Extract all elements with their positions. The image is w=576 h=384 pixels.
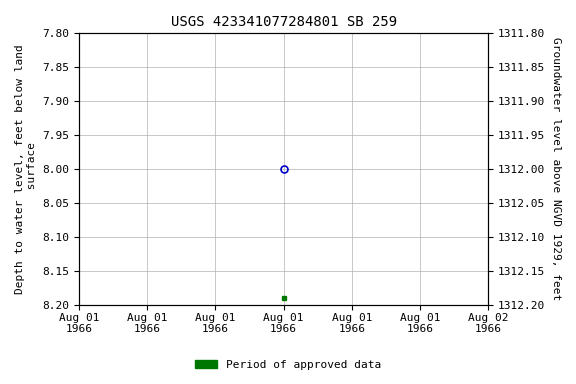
Y-axis label: Depth to water level, feet below land
 surface: Depth to water level, feet below land su…: [15, 44, 37, 294]
Title: USGS 423341077284801 SB 259: USGS 423341077284801 SB 259: [170, 15, 397, 29]
Y-axis label: Groundwater level above NGVD 1929, feet: Groundwater level above NGVD 1929, feet: [551, 38, 561, 301]
Legend: Period of approved data: Period of approved data: [191, 356, 385, 375]
